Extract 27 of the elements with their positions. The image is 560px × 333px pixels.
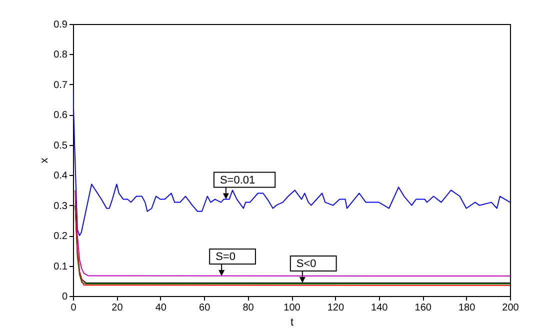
x-tick-label: 0 [70, 302, 77, 314]
line-series [73, 90, 510, 236]
annotation: S=0 [216, 251, 236, 264]
y-tick-label: 0.4 [54, 170, 68, 182]
y-axis-title: x [38, 157, 51, 164]
y-tick-label: 0.2 [54, 231, 68, 242]
x-tick-label: 80 [242, 302, 254, 314]
y-tick-label: 0.9 [54, 20, 68, 30]
y-tick-label: 0.8 [54, 50, 68, 61]
x-tick-label: 100 [284, 302, 301, 314]
x-tick-label: 160 [414, 302, 432, 314]
y-tick-label: 0.5 [54, 140, 68, 152]
x-axis-title: t [290, 316, 294, 328]
x-tick-label: 200 [502, 302, 520, 314]
x-tick-label: 180 [458, 302, 476, 314]
y-tick-label: 0.6 [54, 110, 68, 122]
x-tick-label: 20 [112, 302, 124, 314]
annotation: S=0.01 [220, 174, 256, 186]
y-tick-label: 0.3 [54, 200, 68, 212]
annotation: S<0 [296, 258, 316, 270]
x-tick-label: 120 [327, 302, 344, 314]
y-tick-label: 0 [62, 292, 68, 302]
y-tick-label: 0.7 [54, 80, 68, 91]
x-tick-label: 140 [371, 302, 388, 314]
x-tick-label: 40 [155, 302, 167, 314]
y-tick-label: 0.1 [54, 261, 68, 272]
x-tick-label: 60 [199, 302, 211, 314]
